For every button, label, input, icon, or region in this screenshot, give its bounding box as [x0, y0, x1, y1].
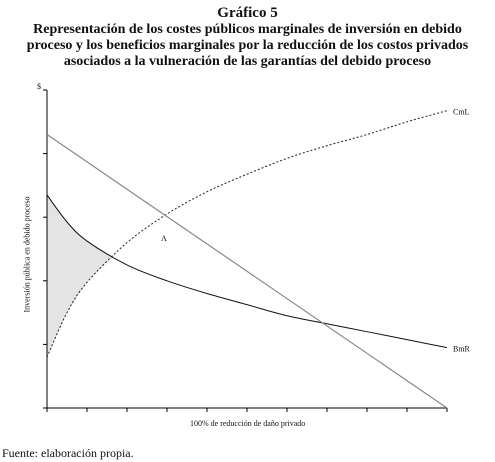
series-line-bmr — [46, 194, 448, 349]
y-axis-unit-label: $ — [37, 82, 41, 91]
figure-caption: Gráfico 5 Representación de los costes p… — [0, 4, 495, 70]
series-label-cml: CmL — [453, 108, 470, 117]
figure-number: Gráfico 5 — [217, 5, 278, 21]
series-line-2 — [46, 134, 448, 409]
y-axis-label: Inversión pública en debido proceso — [22, 196, 32, 313]
shaded-region — [47, 194, 113, 358]
series-line-cml — [46, 110, 448, 358]
figure-title: Representación de los costes públicos ma… — [26, 22, 469, 69]
series-label-bmr: BmR — [453, 345, 471, 354]
source-note: Fuente: elaboración propia. — [2, 446, 134, 460]
annotation-label: A — [161, 234, 167, 243]
x-axis-label: 100% de reducción de daño privado — [190, 419, 306, 428]
